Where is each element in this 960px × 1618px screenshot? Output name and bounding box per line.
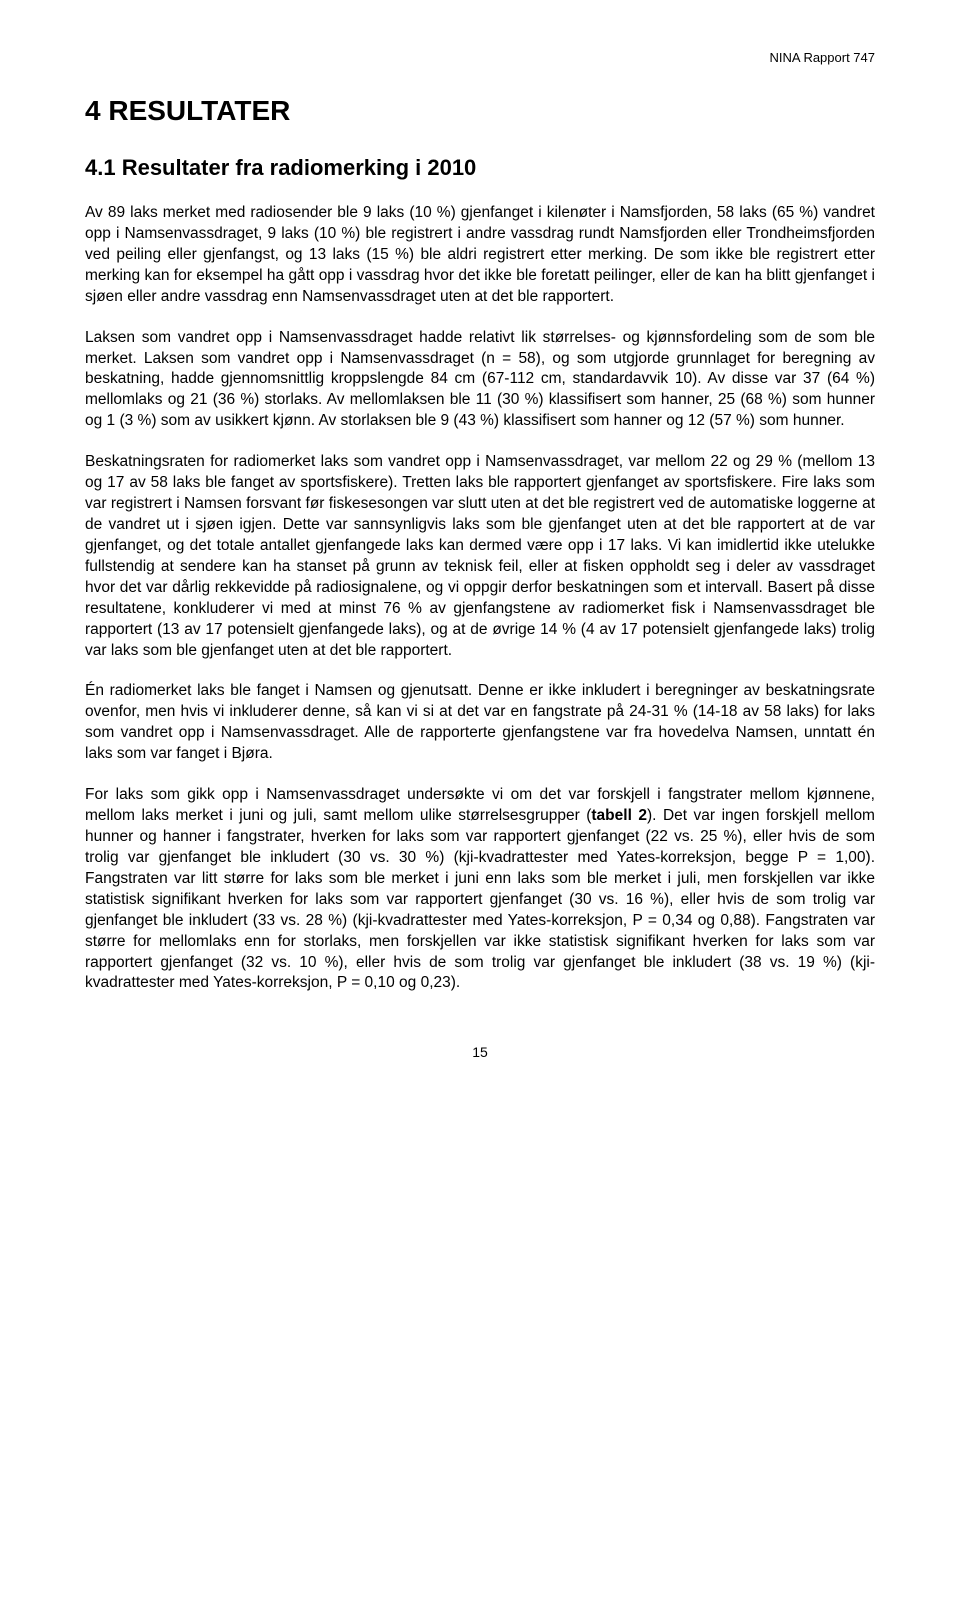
body-paragraph: For laks som gikk opp i Namsenvassdraget… bbox=[85, 785, 875, 994]
body-paragraph: Beskatningsraten for radiomerket laks so… bbox=[85, 452, 875, 661]
body-paragraph: Av 89 laks merket med radiosender ble 9 … bbox=[85, 203, 875, 308]
page-number: 15 bbox=[85, 1044, 875, 1060]
section-heading-1: 4 RESULTATER bbox=[85, 95, 875, 127]
section-heading-2: 4.1 Resultater fra radiomerking i 2010 bbox=[85, 155, 875, 181]
body-paragraph: Laksen som vandret opp i Namsenvassdrage… bbox=[85, 328, 875, 433]
body-paragraph: Én radiomerket laks ble fanget i Namsen … bbox=[85, 681, 875, 765]
paragraph-text: ). Det var ingen forskjell mellom hunner… bbox=[85, 807, 875, 991]
report-label: NINA Rapport 747 bbox=[769, 50, 875, 65]
report-header: NINA Rapport 747 bbox=[85, 50, 875, 65]
table-reference: tabell 2 bbox=[591, 807, 647, 824]
